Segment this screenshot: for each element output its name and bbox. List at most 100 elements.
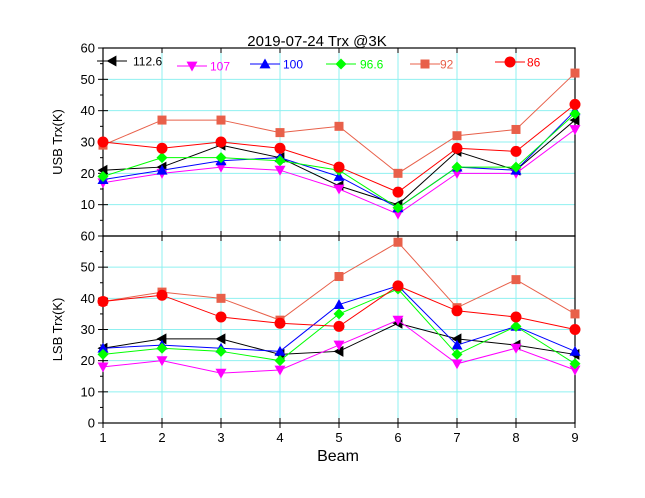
- data-point: [274, 345, 286, 356]
- data-point: [569, 98, 581, 110]
- y-tick-label: 40: [81, 103, 95, 118]
- y-tick-label: 50: [81, 260, 95, 275]
- data-point: [510, 311, 522, 323]
- usb-panel: 60 50 40 30 20 10 USB Trx(K): [50, 41, 581, 237]
- data-point: [156, 333, 167, 345]
- y-tick-label: 60: [81, 41, 95, 56]
- data-point: [274, 155, 286, 167]
- data-point: [570, 68, 580, 78]
- x-tick-label: 6: [394, 430, 401, 445]
- usb-y-axis-label: USB Trx(K): [50, 109, 65, 175]
- y-tick-label: 20: [81, 166, 95, 181]
- legend-marker: [335, 58, 347, 70]
- data-point: [215, 311, 227, 323]
- series-lsb-96.6: [97, 283, 581, 370]
- data-point: [569, 365, 581, 376]
- data-point: [215, 345, 227, 357]
- data-point: [156, 342, 168, 354]
- data-point: [569, 125, 581, 135]
- data-point: [215, 333, 226, 345]
- data-point: [274, 355, 286, 367]
- data-point: [333, 161, 345, 173]
- data-point: [215, 136, 227, 148]
- data-point: [156, 356, 168, 367]
- data-point: [570, 309, 580, 319]
- x-tick-label: 5: [335, 430, 342, 445]
- y-tick-label: 30: [81, 322, 95, 337]
- y-tick-label: 10: [81, 384, 95, 399]
- data-point: [275, 128, 285, 138]
- plot-layer: 60 50 40 30 20 10 USB Trx(K) 60 50 40 30 20 100 LSB T…: [50, 41, 581, 445]
- data-point: [274, 142, 286, 154]
- legend-label: 100: [283, 58, 303, 72]
- data-point: [333, 299, 345, 309]
- x-tick-label: 8: [512, 430, 519, 445]
- legend-marker: [504, 56, 516, 68]
- data-point: [569, 345, 581, 356]
- legend-marker: [186, 61, 198, 72]
- data-point: [156, 164, 168, 175]
- data-point: [216, 293, 226, 303]
- data-point: [97, 342, 109, 353]
- data-point: [156, 142, 168, 154]
- data-point: [215, 368, 227, 379]
- data-point: [569, 108, 581, 120]
- x-tick-label: 1: [99, 430, 106, 445]
- data-point: [451, 339, 463, 350]
- data-point: [333, 320, 345, 332]
- y-tick-label: 40: [81, 291, 95, 306]
- lsb-y-axis-label: LSB Trx(K): [50, 298, 65, 362]
- legend-item-112.6: 112.6: [97, 55, 162, 69]
- data-point: [97, 136, 109, 148]
- data-point: [392, 280, 404, 292]
- data-point: [97, 170, 109, 182]
- data-point: [393, 237, 403, 247]
- data-point: [333, 184, 345, 195]
- data-point: [392, 202, 404, 214]
- legend-marker: [420, 59, 430, 69]
- data-point: [215, 152, 227, 164]
- y-tick-label: 30: [81, 135, 95, 150]
- data-point: [451, 333, 462, 345]
- series-lsb-86: [97, 280, 581, 335]
- data-point: [274, 317, 286, 329]
- data-point: [156, 152, 168, 164]
- data-point: [392, 315, 404, 326]
- data-point: [97, 362, 109, 373]
- y-tick-label: 60: [81, 229, 95, 244]
- data-point: [274, 165, 286, 176]
- data-point: [510, 145, 522, 157]
- data-point: [333, 308, 345, 320]
- data-point: [333, 340, 345, 351]
- y-tick-label: 20: [81, 353, 95, 368]
- data-point: [156, 289, 168, 301]
- data-point: [393, 168, 403, 178]
- data-point: [569, 324, 581, 335]
- legend-label: 96.6: [360, 58, 384, 72]
- legend-label: 92: [440, 58, 454, 72]
- series-usb-86: [97, 98, 581, 198]
- legend-label: 86: [527, 56, 541, 70]
- legend-marker: [259, 58, 271, 69]
- data-point: [157, 115, 167, 125]
- data-point: [334, 272, 344, 282]
- data-point: [511, 275, 521, 285]
- x-tick-label: 2: [158, 430, 165, 445]
- data-point: [451, 359, 463, 370]
- data-point: [451, 161, 463, 173]
- data-point: [333, 345, 344, 357]
- lsb-panel: 60 50 40 30 20 10 0 LSB Trx(K): [50, 229, 581, 431]
- data-point: [451, 348, 463, 360]
- y-tick-label: 10: [81, 197, 95, 212]
- data-point: [451, 305, 463, 317]
- x-tick-label: 7: [453, 430, 460, 445]
- legend-item-100: 100: [250, 58, 303, 72]
- legend: 112.6 107 100 96.6 92 86: [97, 55, 541, 74]
- data-point: [452, 131, 462, 141]
- x-axis-label: Beam: [317, 448, 359, 465]
- y-tick-label: 50: [81, 72, 95, 87]
- legend-item-92: 92: [410, 58, 454, 72]
- legend-label: 112.6: [133, 55, 162, 69]
- data-point: [569, 358, 581, 370]
